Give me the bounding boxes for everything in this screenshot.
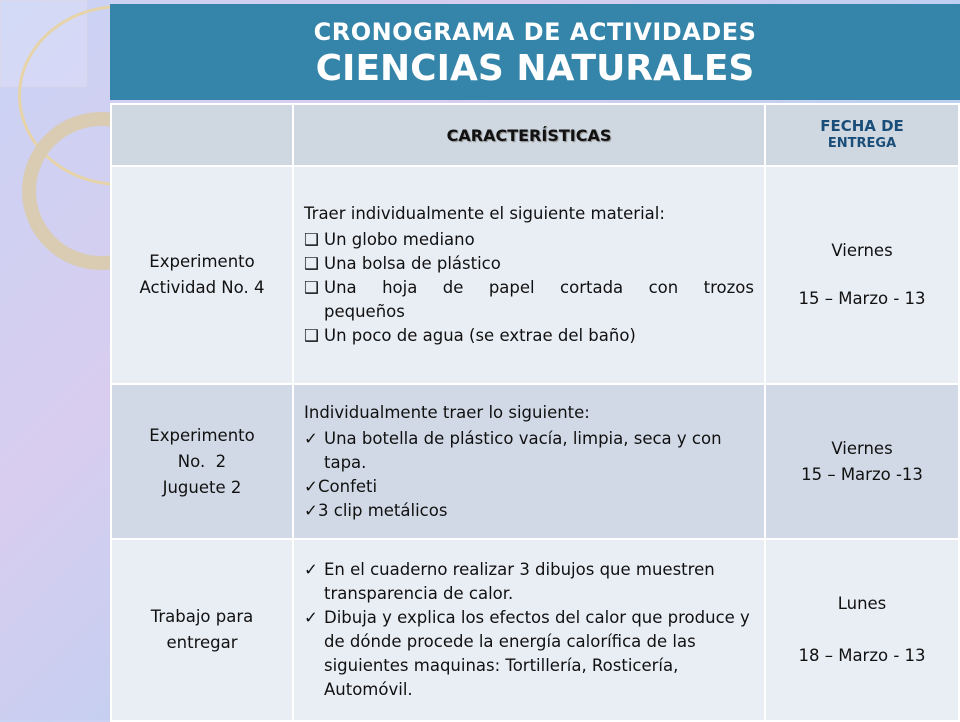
list-item: ✓ Una botella de plástico vacía, limpia, … bbox=[304, 427, 754, 475]
checkbox-icon: ❑ bbox=[304, 230, 319, 249]
schedule-table: CARACTERÍSTICAS FECHA DE ENTREGA Experime… bbox=[110, 103, 960, 722]
table-row: Trabajo para entregar ✓ En el cuaderno rea… bbox=[110, 538, 960, 722]
item-text: Una botella de plástico vacía, limpia, s… bbox=[324, 428, 722, 472]
header-date-line1: FECHA DE bbox=[820, 117, 904, 135]
checkmark-icon: ✓ bbox=[304, 428, 318, 448]
checkmark-icon: ✓ bbox=[304, 476, 318, 496]
activity-cell: Trabajo para entregar bbox=[110, 538, 294, 722]
checkmark-icon: ✓ bbox=[304, 500, 318, 520]
header-activity bbox=[110, 103, 294, 167]
item-text: Confeti bbox=[318, 476, 378, 496]
characteristics-cell: ✓ En el cuaderno realizar 3 dibujos que m… bbox=[292, 538, 766, 722]
header-date-line2: ENTREGA bbox=[827, 136, 897, 151]
checkbox-icon: ❑ bbox=[304, 278, 319, 297]
list-item: ✓ Confeti bbox=[304, 475, 754, 499]
characteristics-cell: Individualmente traer lo siguiente: ✓ Una… bbox=[292, 383, 766, 540]
list-item: ❑ Una bolsa de plástico bbox=[304, 252, 754, 276]
item-text: Una hoja de papel cortada con trozos bbox=[324, 278, 754, 297]
activity-line: Juguete 2 bbox=[162, 477, 242, 497]
header-date: FECHA DE ENTREGA bbox=[764, 103, 960, 167]
header-characteristics: CARACTERÍSTICAS bbox=[292, 103, 766, 167]
item-text: 3 clip metálicos bbox=[318, 500, 448, 520]
date-value: 18 – Marzo - 13 bbox=[798, 646, 926, 665]
intro-text: Traer individualmente el siguiente mater… bbox=[304, 204, 665, 223]
list-item: ✓ En el cuaderno realizar 3 dibujos que m… bbox=[304, 558, 754, 606]
item-text: pequeños bbox=[324, 302, 405, 321]
activity-line: Experimento bbox=[149, 425, 255, 445]
date-cell: Viernes 15 – Marzo -13 bbox=[764, 383, 960, 540]
list-item: ❑ Un poco de agua (se extrae del baño) bbox=[304, 324, 754, 348]
date-cell: Viernes 15 – Marzo - 13 bbox=[764, 165, 960, 385]
header-row: CARACTERÍSTICAS FECHA DE ENTREGA bbox=[110, 103, 960, 167]
date-cell: Lunes 18 – Marzo - 13 bbox=[764, 538, 960, 722]
background-decoration bbox=[0, 0, 110, 720]
checkmark-icon: ✓ bbox=[304, 608, 318, 627]
item-text: Una bolsa de plástico bbox=[324, 254, 501, 273]
item-text: Un poco de agua (se extrae del baño) bbox=[324, 326, 636, 345]
date-day: Viernes bbox=[831, 438, 893, 458]
activity-cell: Experimento No. 2 Juguete 2 bbox=[110, 383, 294, 540]
characteristics-cell: Traer individualmente el siguiente mater… bbox=[292, 165, 766, 385]
list-item: ❑ Una hoja de papel cortada con trozos peq… bbox=[304, 276, 754, 324]
list-item: ❑ Un globo mediano bbox=[304, 228, 754, 252]
activity-cell: Experimento Actividad No. 4 bbox=[110, 165, 294, 385]
intro-text: Individualmente traer lo siguiente: bbox=[304, 402, 590, 422]
list-item: ✓ 3 clip metálicos bbox=[304, 499, 754, 523]
slide-title: CRONOGRAMA DE ACTIVIDADES CIENCIAS NATUR… bbox=[110, 4, 960, 100]
date-day: Viernes bbox=[831, 241, 893, 260]
date-day: Lunes bbox=[837, 594, 887, 613]
activity-line: entregar bbox=[166, 633, 238, 652]
item-text: En el cuaderno realizar 3 dibujos que mu… bbox=[324, 560, 715, 603]
activity-line: Actividad No. 4 bbox=[139, 278, 265, 297]
item-text: Dibuja y explica los efectos del calor q… bbox=[324, 608, 750, 699]
list-item: ✓ Dibuja y explica los efectos del calor … bbox=[304, 606, 754, 702]
checkmark-icon: ✓ bbox=[304, 560, 318, 579]
title-line-1: CRONOGRAMA DE ACTIVIDADES bbox=[313, 18, 757, 46]
activity-line: Experimento bbox=[149, 252, 255, 271]
checkbox-icon: ❑ bbox=[304, 326, 319, 345]
activity-line: Trabajo para bbox=[150, 607, 254, 626]
activity-line: No. 2 bbox=[177, 451, 227, 471]
date-value: 15 – Marzo -13 bbox=[801, 464, 923, 484]
title-line-2: CIENCIAS NATURALES bbox=[315, 48, 755, 89]
checkbox-icon: ❑ bbox=[304, 254, 319, 273]
table-row: Experimento Actividad No. 4 Traer individ… bbox=[110, 165, 960, 385]
item-text: Un globo mediano bbox=[324, 230, 475, 249]
date-value: 15 – Marzo - 13 bbox=[798, 289, 926, 308]
table-row: Experimento No. 2 Juguete 2 Individualment… bbox=[110, 383, 960, 540]
